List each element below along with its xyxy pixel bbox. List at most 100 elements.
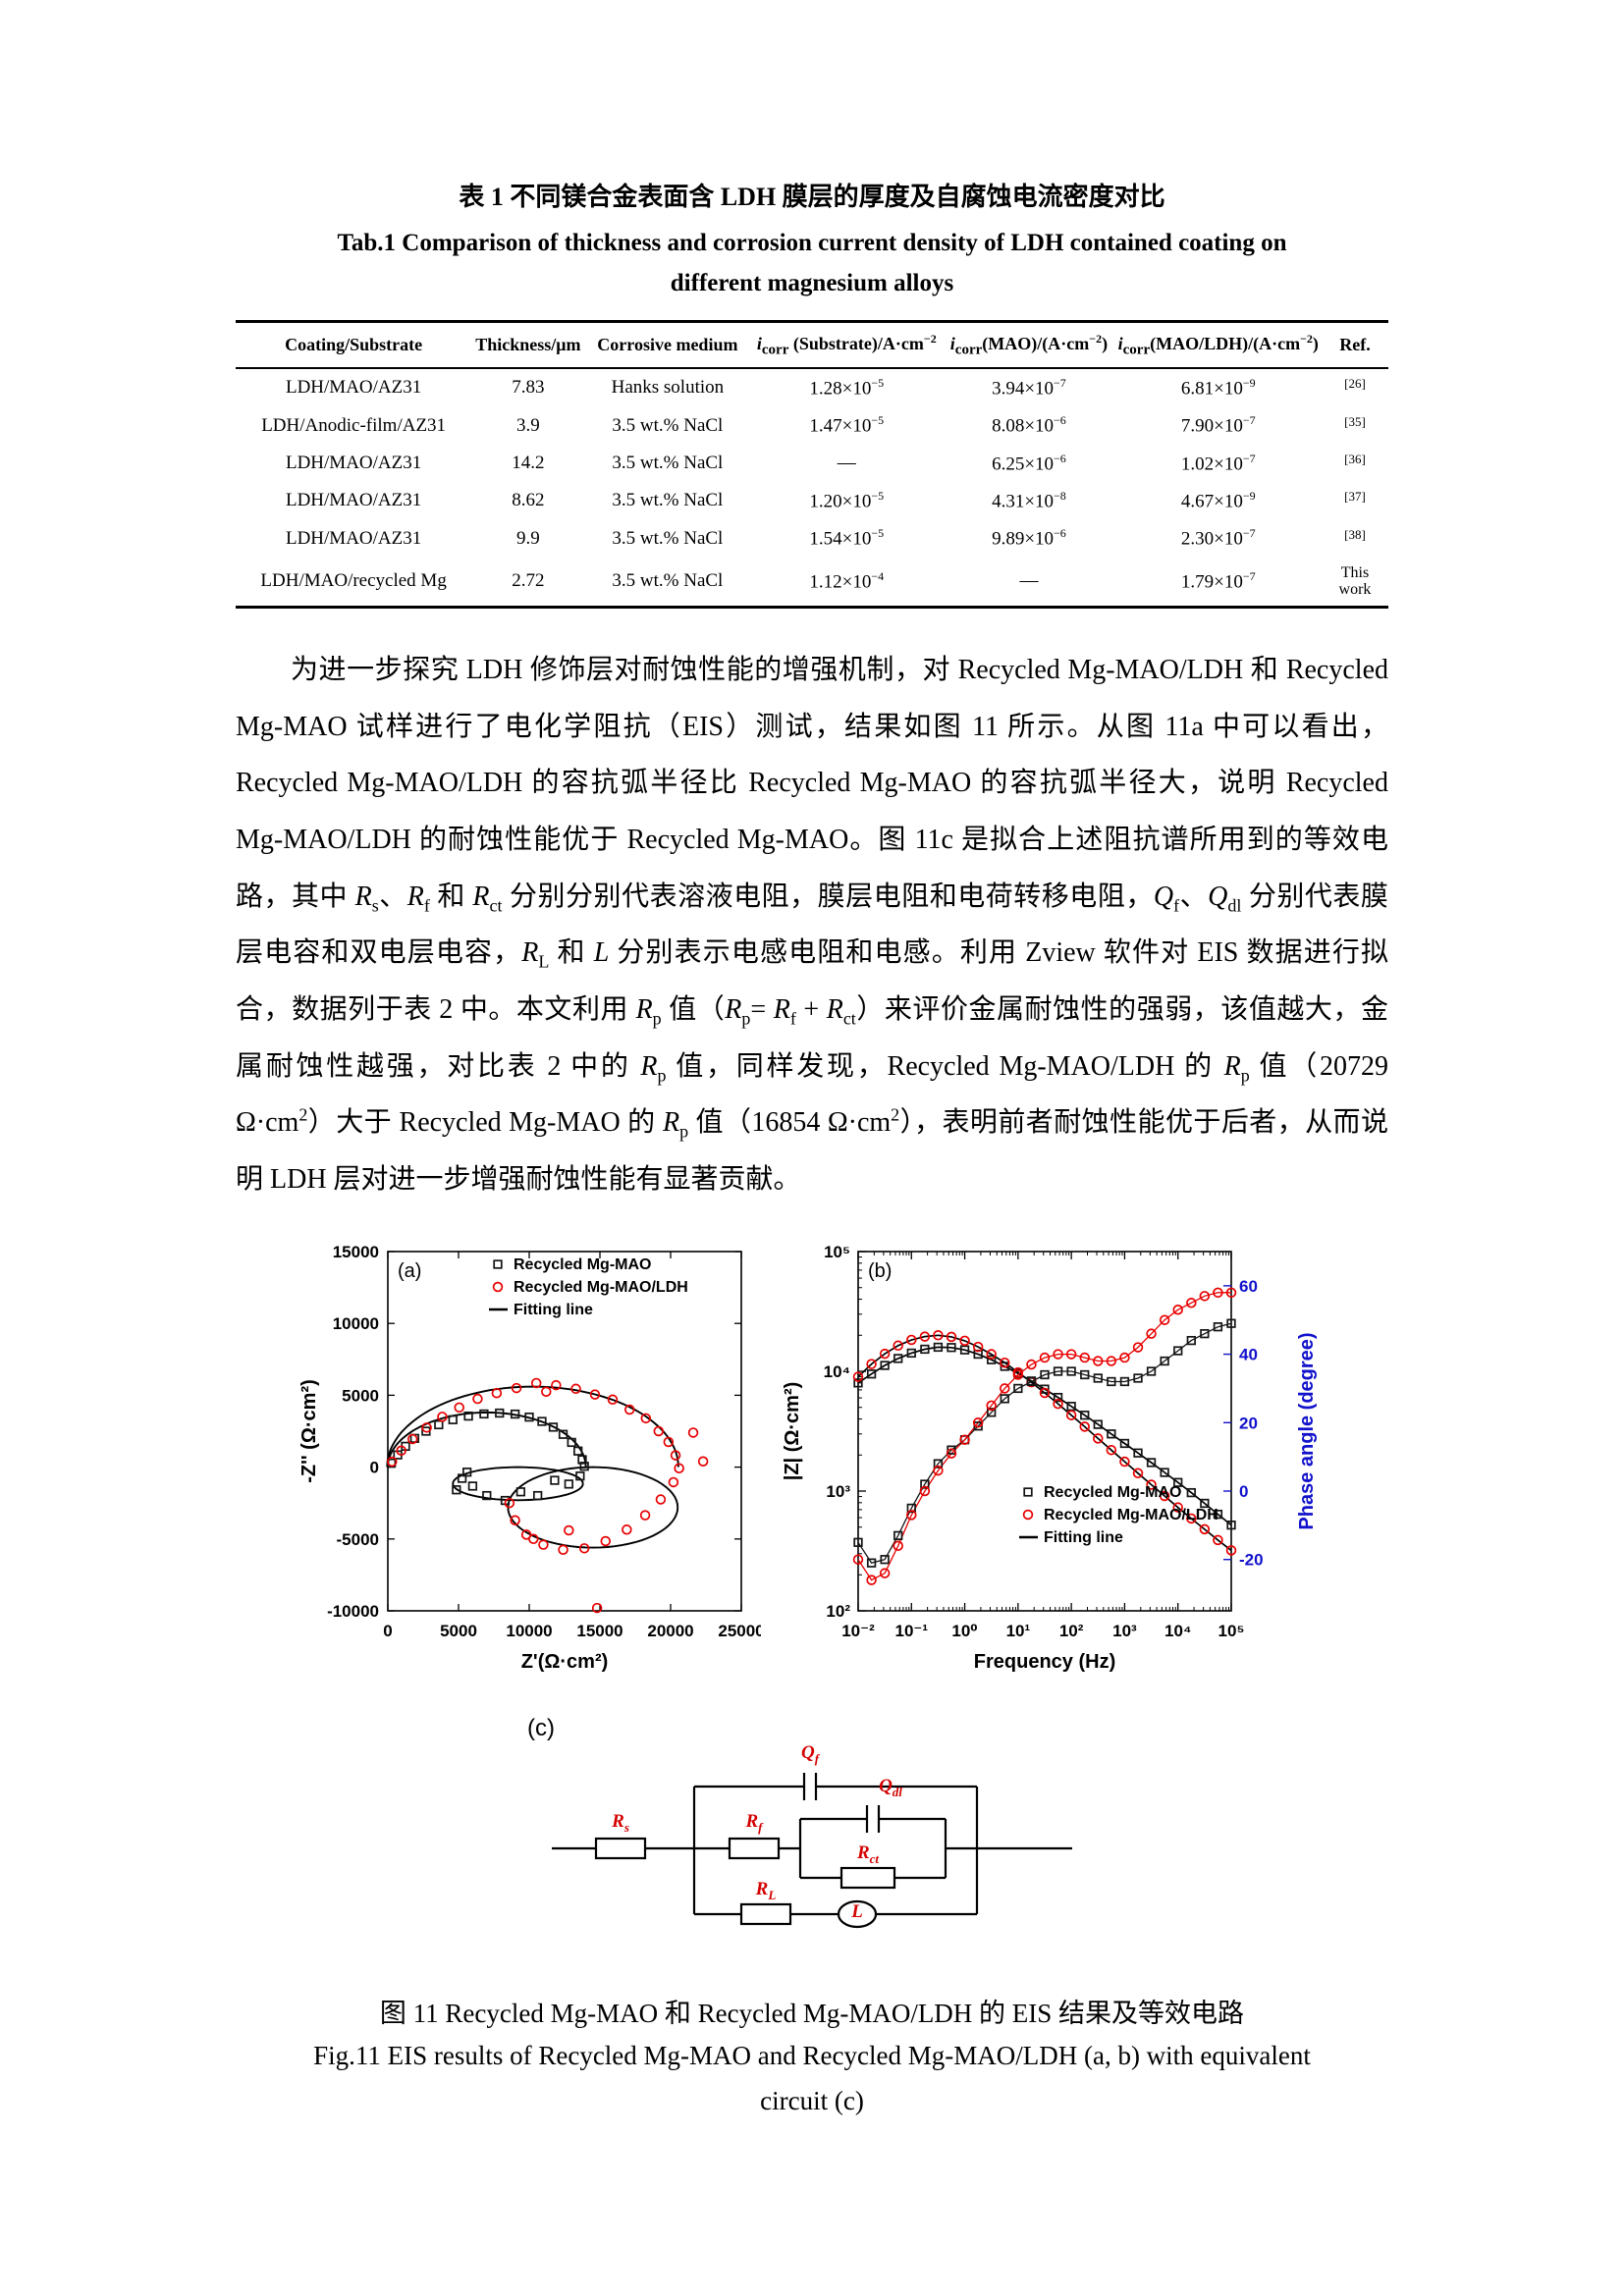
nyquist-chart: 0 5000 10000 15000 20000 25000 -10000 -5000 0 500… bbox=[298, 1243, 761, 1673]
resistor-rl bbox=[739, 1902, 792, 1925]
svg-text:10⁻²: 10⁻² bbox=[841, 1622, 875, 1640]
svg-text:10⁴: 10⁴ bbox=[824, 1362, 850, 1381]
bode-content: 10⁻² 10⁻¹ 10⁰ 10¹ 10² 10³ 10⁴ 10⁵ 10² 10³ 10⁴ 10⁵ -2… bbox=[782, 1243, 1318, 1673]
table-cell: 1.12×10−4 bbox=[809, 569, 885, 593]
table-row: LDH/MAO/AZ31 14.2 3.5 wt.% NaCl — 6.25×10−6 1… bbox=[236, 445, 1388, 482]
table-cell: LDH/MAO/recycled Mg bbox=[260, 570, 447, 592]
svg-text:|Z| (Ω·cm²): |Z| (Ω·cm²) bbox=[782, 1381, 803, 1480]
svg-text:Fitting line: Fitting line bbox=[1044, 1529, 1123, 1546]
table-cell: 4.67×10−9 bbox=[1180, 489, 1256, 512]
svg-text:Recycled Mg-MAO/LDH: Recycled Mg-MAO/LDH bbox=[514, 1279, 688, 1296]
body-paragraph: 为进一步探究 LDH 修饰层对耐蚀性能的增强机制，对 Recycled Mg-M… bbox=[236, 654, 1388, 1195]
svg-text:10²: 10² bbox=[826, 1602, 850, 1621]
svg-text:10²: 10² bbox=[1059, 1622, 1084, 1640]
table-cell: 3.5 wt.% NaCl bbox=[612, 490, 724, 511]
column-header: Coating/Substrate bbox=[236, 321, 472, 370]
table-cell: 3.5 wt.% NaCl bbox=[612, 452, 724, 473]
table-cell: 3.5 wt.% NaCl bbox=[612, 527, 724, 549]
svg-text:Frequency (Hz): Frequency (Hz) bbox=[974, 1651, 1115, 1673]
table-cell: 7.90×10−7 bbox=[1180, 413, 1256, 437]
svg-text:60: 60 bbox=[1239, 1276, 1258, 1295]
figure-caption-cn: 图 11 Recycled Mg-MAO 和 Recycled Mg-MAO/L… bbox=[379, 1998, 1245, 2028]
table-row: LDH/Anodic-film/AZ31 3.9 3.5 wt.% NaCl 1.47… bbox=[236, 406, 1388, 444]
nyquist-content: 0 5000 10000 15000 20000 25000 -10000 -5000 0 500… bbox=[298, 1243, 761, 1673]
svg-text:Z'(Ω·cm²): Z'(Ω·cm²) bbox=[521, 1651, 609, 1673]
label-rf: Rf bbox=[745, 1810, 763, 1835]
table-cell: LDH/MAO/AZ31 bbox=[285, 527, 422, 549]
svg-text:(a): (a) bbox=[398, 1260, 421, 1282]
svg-text:10000: 10000 bbox=[333, 1314, 379, 1333]
table-cell: 1.20×10−5 bbox=[809, 489, 885, 512]
series-circle bbox=[852, 1287, 1237, 1585]
svg-text:Recycled Mg-MAO: Recycled Mg-MAO bbox=[1044, 1484, 1181, 1501]
table-row: LDH/MAO/AZ31 7.83 Hanks solution 1.28×10−5 3… bbox=[236, 368, 1388, 406]
table-cell: 3.9 bbox=[515, 414, 540, 436]
comparison-table: Coating/Substrate Thickness/μm Corrosive m… bbox=[236, 319, 1388, 609]
column-header: Corrosive medium bbox=[584, 321, 751, 370]
table-cell: 1.02×10−7 bbox=[1180, 451, 1256, 475]
fitting-line bbox=[507, 1466, 679, 1549]
table-cell: 1.79×10−7 bbox=[1180, 569, 1256, 593]
resistor-rf bbox=[728, 1837, 781, 1859]
table-cell: [37] bbox=[1344, 489, 1366, 505]
table-cell: LDH/Anodic-film/AZ31 bbox=[261, 414, 447, 436]
svg-text:Fitting line: Fitting line bbox=[514, 1302, 593, 1318]
svg-text:10⁰: 10⁰ bbox=[951, 1622, 977, 1640]
label-qf: Qf bbox=[800, 1741, 820, 1766]
capacitor-qf bbox=[802, 1772, 818, 1800]
svg-text:0: 0 bbox=[1239, 1482, 1248, 1501]
label-l: L bbox=[851, 1900, 863, 1922]
table-cell: LDH/MAO/AZ31 bbox=[285, 452, 422, 473]
table-row: LDH/MAO/recycled Mg 2.72 3.5 wt.% NaCl 1.12… bbox=[236, 558, 1388, 608]
table-cell: [26] bbox=[1344, 376, 1366, 392]
label-rct: Rct bbox=[856, 1842, 880, 1866]
svg-text:10⁵: 10⁵ bbox=[824, 1243, 850, 1261]
table-cell: 3.5 wt.% NaCl bbox=[612, 414, 724, 436]
table-caption-cn: 表 1 不同镁合金表面含 LDH 膜层的厚度及自腐蚀电流密度对比 bbox=[459, 183, 1165, 211]
table-cell: 1.54×10−5 bbox=[809, 526, 885, 550]
svg-text:-10000: -10000 bbox=[327, 1602, 379, 1621]
table-cell: [35] bbox=[1344, 413, 1366, 429]
phase-line bbox=[857, 1322, 1232, 1564]
svg-text:Phase angle (degree): Phase angle (degree) bbox=[1296, 1332, 1318, 1529]
svg-text:(b): (b) bbox=[868, 1260, 892, 1282]
table-cell: 6.25×10−6 bbox=[992, 451, 1066, 475]
svg-text:15000: 15000 bbox=[333, 1243, 379, 1261]
column-header: icorr(MAO/LDH)/(A·cm−2) bbox=[1114, 321, 1322, 370]
resistor-rs bbox=[594, 1837, 647, 1859]
svg-text:10³: 10³ bbox=[826, 1482, 850, 1501]
table-cell: 1.47×10−5 bbox=[809, 413, 885, 437]
label-qdl: Qdl bbox=[879, 1775, 902, 1799]
svg-text:Recycled Mg-MAO/LDH: Recycled Mg-MAO/LDH bbox=[1044, 1507, 1218, 1523]
table-cell: 9.9 bbox=[515, 527, 540, 549]
table-cell: 8.08×10−6 bbox=[992, 413, 1066, 437]
table-cell: 14.2 bbox=[512, 452, 545, 473]
svg-text:-20: -20 bbox=[1239, 1550, 1264, 1569]
table-cell: 8.62 bbox=[512, 490, 545, 511]
column-header: icorr(MAO)/(A·cm−2) bbox=[943, 321, 1115, 370]
table-cell: [38] bbox=[1344, 526, 1366, 542]
table-cell: — bbox=[837, 452, 856, 473]
series-circle bbox=[387, 1377, 709, 1613]
column-header: Ref. bbox=[1321, 321, 1388, 370]
equivalent-circuit: (c) bbox=[488, 1715, 1136, 1962]
table-cell: 6.81×10−9 bbox=[1180, 376, 1256, 400]
circuit-diagram bbox=[552, 1772, 1072, 1928]
svg-text:0: 0 bbox=[370, 1458, 379, 1476]
svg-text:-5000: -5000 bbox=[337, 1529, 379, 1548]
table-cell: 9.89×10−6 bbox=[992, 526, 1066, 550]
svg-text:0: 0 bbox=[383, 1622, 392, 1640]
figure-row: 0 5000 10000 15000 20000 25000 -10000 -5000 0 500… bbox=[236, 1230, 1388, 1691]
svg-text:10000: 10000 bbox=[506, 1622, 552, 1640]
phase-line bbox=[857, 1291, 1231, 1581]
table-cell: — bbox=[1019, 570, 1039, 592]
svg-text:10⁵: 10⁵ bbox=[1218, 1622, 1245, 1640]
figure-caption-en-line2: circuit (c) bbox=[760, 2085, 864, 2115]
table-caption-en-line1: Tab.1 Comparison of thickness and corros… bbox=[337, 230, 1287, 256]
table-cell: 2.72 bbox=[512, 570, 545, 592]
bode-chart: 10⁻² 10⁻¹ 10⁰ 10¹ 10² 10³ 10⁴ 10⁵ 10² 10³ 10⁴ 10⁵ -2… bbox=[782, 1243, 1318, 1673]
resistor-rct bbox=[839, 1866, 896, 1889]
svg-text:25000: 25000 bbox=[718, 1622, 761, 1640]
table-cell: LDH/MAO/AZ31 bbox=[285, 490, 422, 511]
